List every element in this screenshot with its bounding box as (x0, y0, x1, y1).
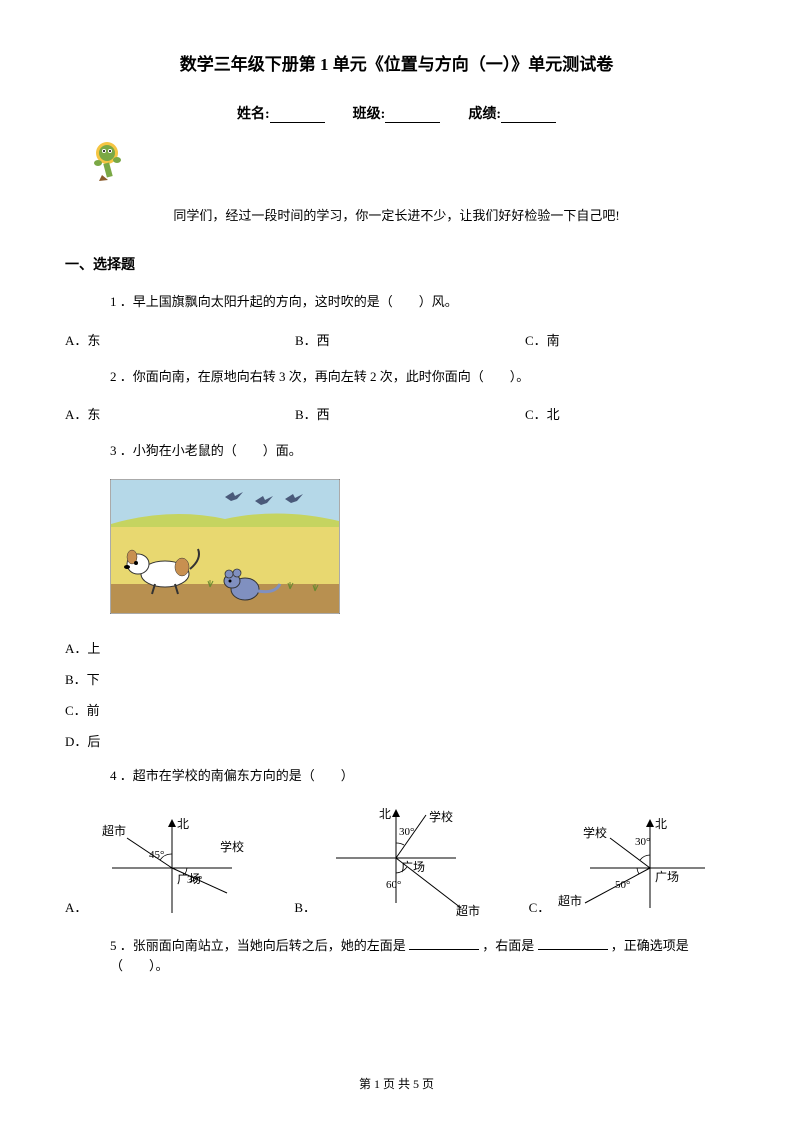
q1-options: A．东 B．西 C．南 (65, 330, 728, 349)
q3-option-b: B．下 (65, 669, 728, 688)
name-label: 姓名: (237, 107, 270, 122)
section-1-header: 一、选择题 (65, 254, 728, 274)
svg-text:广场: 广场 (655, 870, 679, 884)
student-info-line: 姓名: 班级: 成绩: (65, 103, 728, 123)
q4-label-b: B． (294, 897, 316, 916)
question-2: 2 ．你面向南，在原地向右转 3 次，再向左转 2 次，此时你面向（ ）。 (110, 367, 728, 387)
diagram-b: 北 学校 广场 超市 30° 60° (321, 803, 491, 918)
svg-text:北: 北 (655, 817, 667, 831)
svg-text:北: 北 (379, 807, 391, 821)
svg-text:北: 北 (177, 817, 189, 831)
q4-diagrams: A． 北 超市 学校 广场 45° 30° B． 北 学校 广场 (65, 803, 728, 918)
q3-option-a: A．上 (65, 638, 728, 657)
svg-text:广场: 广场 (401, 860, 425, 874)
q1-option-b: B．西 (295, 330, 525, 349)
cartoon-image (110, 479, 728, 618)
diagram-a: 北 超市 学校 广场 45° 30° (92, 813, 252, 918)
q2-option-a: A．东 (65, 404, 295, 423)
intro-text: 同学们，经过一段时间的学习，你一定长进不少，让我们好好检验一下自己吧! (65, 205, 728, 224)
diagram-c: 北 学校 广场 超市 30° 50° (555, 813, 710, 918)
svg-text:30°: 30° (399, 826, 414, 838)
svg-text:30°: 30° (635, 836, 650, 848)
q5-blank-2[interactable] (538, 937, 608, 950)
svg-text:50°: 50° (615, 879, 630, 891)
question-4: 4 ．超市在学校的南偏东方向的是（ ） (110, 766, 728, 786)
svg-text:45°: 45° (149, 849, 164, 861)
question-3: 3 ．小狗在小老鼠的（ ）面。 (110, 441, 728, 461)
svg-text:超市: 超市 (456, 903, 480, 918)
svg-text:超市: 超市 (558, 893, 582, 908)
score-blank[interactable] (501, 109, 556, 123)
q5-text-1: 5 ．张丽面向南站立，当她向后转之后，她的左面是 (110, 938, 406, 953)
class-blank[interactable] (385, 109, 440, 123)
svg-text:学校: 学校 (583, 825, 607, 840)
name-blank[interactable] (270, 109, 325, 123)
q2-option-b: B．西 (295, 404, 525, 423)
q1-option-c: C．南 (525, 330, 705, 349)
q1-option-a: A．东 (65, 330, 295, 349)
question-1: 1 ．早上国旗飘向太阳升起的方向，这时吹的是（ ）风。 (110, 292, 728, 312)
q5-blank-1[interactable] (409, 937, 479, 950)
svg-text:学校: 学校 (220, 839, 244, 854)
svg-text:超市: 超市 (102, 823, 126, 838)
q3-option-c: C．前 (65, 700, 728, 719)
q3-option-d: D．后 (65, 731, 728, 750)
q5-text-2: ，右面是 (482, 938, 534, 953)
q3-options: A．上 B．下 C．前 D．后 (65, 638, 728, 750)
q2-option-c: C．北 (525, 404, 705, 423)
svg-text:学校: 学校 (429, 809, 453, 824)
class-label: 班级: (353, 107, 386, 122)
page-footer: 第 1 页 共 5 页 (0, 1075, 793, 1092)
q4-label-c: C． (529, 897, 551, 916)
svg-text:30°: 30° (187, 874, 202, 886)
q2-options: A．东 B．西 C．北 (65, 404, 728, 423)
score-label: 成绩: (468, 107, 501, 122)
question-5: 5 ．张丽面向南站立，当她向后转之后，她的左面是 ，右面是 ，正确选项是（ ）。 (110, 936, 728, 975)
q4-label-a: A． (65, 897, 87, 916)
pencil-mascot (85, 135, 728, 187)
svg-text:60°: 60° (386, 879, 401, 891)
exam-title: 数学三年级下册第 1 单元《位置与方向（一）》单元测试卷 (65, 50, 728, 75)
